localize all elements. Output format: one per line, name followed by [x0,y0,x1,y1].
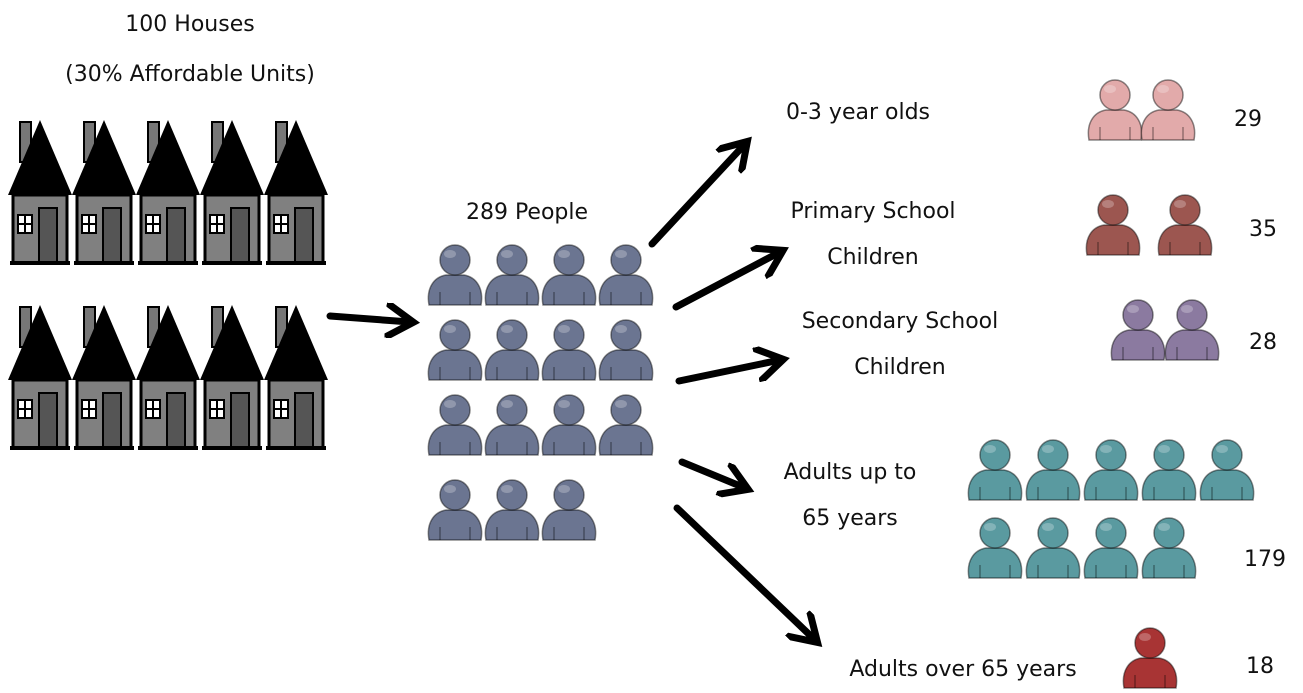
person-icon [541,394,597,456]
group-label: Secondary School [802,309,999,334]
person-icon [1122,627,1178,689]
person-icon [1140,79,1168,141]
person-icon [967,517,1023,579]
person-icon [541,244,597,306]
person-icon [484,244,540,306]
person-icon [484,479,540,541]
total-label: 289 People [466,200,588,225]
person-icon [1110,299,1166,361]
house-icon [200,120,264,265]
house-icon [136,305,200,450]
group-count: 28 [1249,330,1277,355]
person-icon [1083,517,1139,579]
group-label: Children [854,355,946,380]
person-icon [1087,79,1143,141]
arrow [648,144,745,248]
group-label: Adults over 65 years [849,657,1076,682]
person-icon [427,479,483,541]
group-count: 179 [1244,547,1286,572]
group-label: Children [827,245,919,270]
person-icon [967,439,1023,501]
house-icon [72,305,136,450]
arrow [672,252,780,311]
person-icon [1141,517,1197,579]
group-label: 0-3 year olds [786,100,930,125]
arrow [673,504,815,640]
arrow [326,316,410,322]
person-icon [427,394,483,456]
group-label: Adults up to [784,460,917,485]
person-icon [1025,439,1081,501]
arrow [678,458,745,488]
house-icon [72,120,136,265]
group-count: 29 [1234,107,1262,132]
person-icon [427,244,483,306]
group-label: Primary School [790,199,955,224]
group-labels: 0-3 year olds 29 Primary School Children 35 S… [784,100,1286,682]
person-icon [1083,439,1139,501]
person-icon [484,394,540,456]
houses [8,120,328,450]
arrow [675,360,780,385]
person-icon [1164,299,1192,361]
person-icon [1141,439,1197,501]
person-icon [541,319,597,381]
subtitle: (30% Affordable Units) [65,62,315,87]
person-icon [484,319,540,381]
person-icon [1085,194,1141,256]
person-icon [1199,439,1255,501]
person-icon [598,244,654,306]
house-icon [136,120,200,265]
title: 100 Houses [125,12,254,37]
house-icon [8,120,72,265]
person-icon [598,319,654,381]
person-icon [598,394,654,456]
group-label: 65 years [802,506,898,531]
person-icon [1025,517,1081,579]
house-icon [200,305,264,450]
house-icon [264,305,328,450]
person-icon [1157,194,1188,256]
arrows [326,144,815,640]
group-count: 35 [1249,217,1277,242]
person-icon [427,319,483,381]
house-icon [8,305,72,450]
people-icons [427,79,1255,689]
person-icon [541,479,571,541]
house-icon [264,120,328,265]
group-count: 18 [1246,654,1274,679]
